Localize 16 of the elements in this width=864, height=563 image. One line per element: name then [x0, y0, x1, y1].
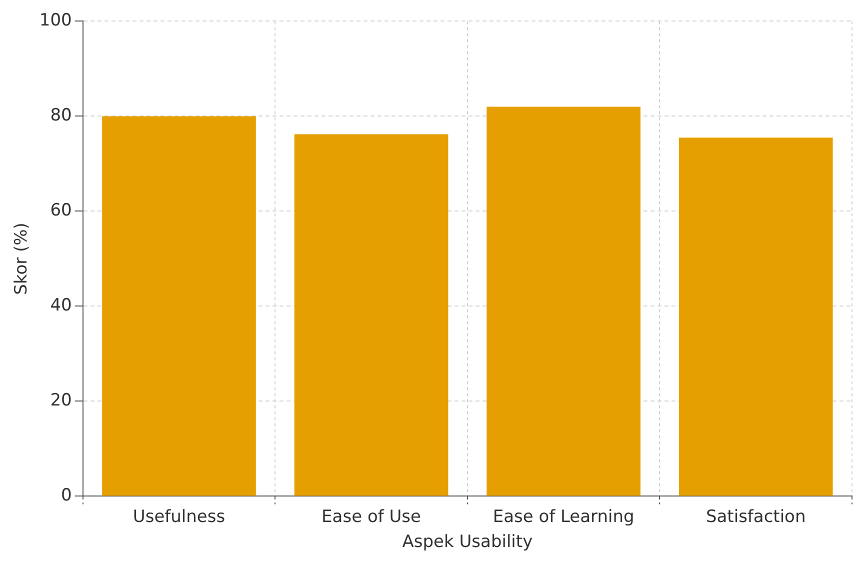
x-tick-label: Satisfaction [706, 506, 806, 527]
y-tick-label: 80 [50, 106, 72, 126]
x-tick-label: Ease of Use [322, 506, 421, 527]
x-tick-label: Ease of Learning [492, 506, 634, 527]
y-tick-label: 20 [50, 390, 72, 411]
bar [678, 138, 833, 496]
y-tick-label: 40 [50, 296, 72, 316]
bar [486, 106, 640, 496]
y-tick-label: 0 [61, 486, 72, 506]
y-axis-title: Skor (%) [12, 222, 32, 295]
bar [102, 116, 256, 496]
bar [294, 134, 448, 496]
x-tick-label: Usefulness [132, 506, 226, 527]
y-tick-label: 100 [39, 10, 72, 31]
x-axis-title: Aspek Usability [402, 532, 533, 552]
y-tick-label: 60 [50, 200, 72, 221]
